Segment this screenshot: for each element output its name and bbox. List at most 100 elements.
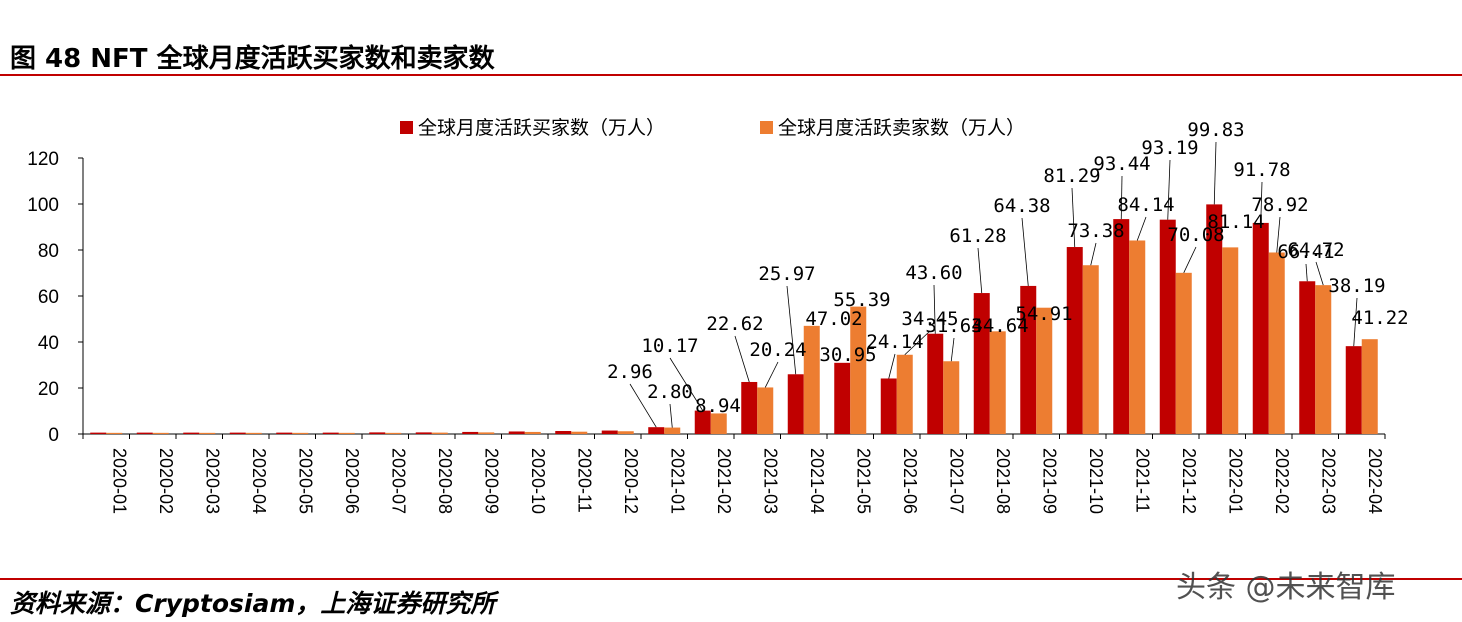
sellers-bar [106,432,123,434]
sellers-bar [1036,307,1053,434]
y-tick-label: 80 [38,241,59,262]
buyers-bar [322,432,339,434]
buyers-data-label: 64.38 [993,195,1050,217]
buyers-data-label: 24.14 [866,331,923,353]
x-tick-label: 2021-04 [807,448,827,514]
buyers-data-label: 43.60 [905,262,962,284]
buyers-data-label-leader [734,335,750,383]
sellers-data-label: 84.14 [1117,194,1174,216]
buyers-bar [1066,247,1083,434]
sellers-data-label: 47.02 [805,308,862,330]
buyers-data-label-leader [1305,263,1308,282]
buyers-data-label-leader [1120,175,1123,220]
sellers-data-label: 8.94 [695,395,741,417]
buyers-data-label: 30.95 [819,344,876,366]
buyers-bar [462,431,479,434]
x-tick-label: 2020-11 [574,448,594,513]
buyers-bar [927,333,944,434]
sellers-bar [1315,285,1332,434]
x-tick-label: 2020-04 [249,448,269,514]
buyers-bar [880,378,897,434]
buyers-bar [787,374,804,434]
legend-label-sellers: 全球月度活跃卖家数（万人） [778,117,1025,139]
buyers-data-label: 93.44 [1093,153,1150,175]
bottom-rule [0,578,1462,580]
buyers-data-label: 25.97 [758,263,815,285]
x-tick-label: 2022-03 [1318,448,1338,514]
sellers-bar [896,354,913,434]
watermark: 头条 @未来智库 [1176,570,1396,605]
sellers-data-label-leader [1276,216,1281,253]
sellers-bar [199,432,216,434]
x-tick-label: 2022-02 [1272,448,1292,514]
sellers-data-label-leader [1090,242,1097,266]
buyers-bar [1159,219,1176,434]
x-tick-label: 2021-02 [714,448,734,514]
buyers-data-label: 66.41 [1277,241,1334,263]
buyers-data-label-leader [1167,159,1171,220]
sellers-bar [757,387,774,434]
sellers-data-label: 54.91 [1015,303,1072,325]
sellers-bar [571,431,588,434]
legend-swatch-buyers [400,121,413,134]
sellers-bar [292,432,309,434]
y-tick-label: 100 [27,195,59,216]
sellers-data-label-leader [1183,246,1197,273]
x-tick-label: 2021-09 [1039,448,1059,514]
sellers-bar [385,432,402,434]
sellers-bar [152,432,169,434]
x-tick-label: 2021-10 [1086,448,1106,514]
x-tick-label: 2021-05 [853,448,873,514]
buyers-data-label-leader [1213,141,1217,205]
buyers-bar [1206,204,1223,434]
sellers-data-label: 81.14 [1207,211,1264,233]
buyers-bar [834,362,851,434]
buyers-data-label: 10.17 [641,335,698,357]
buyers-data-label-leader [1071,187,1076,248]
sellers-data-label-leader [764,361,779,388]
x-tick-label: 2020-10 [528,448,548,514]
buyers-bar [973,293,990,434]
buyers-data-label: 22.62 [706,313,763,335]
x-tick-label: 2020-05 [295,448,315,514]
buyers-bar [508,431,525,434]
buyers-bar [601,430,618,434]
sellers-bar [1268,252,1285,434]
sellers-bar [1175,272,1192,434]
buyers-bar [369,432,386,434]
sellers-bar [850,306,867,434]
y-tick-label: 40 [38,333,59,354]
buyers-bar [1113,219,1130,434]
buyers-bar [276,432,293,434]
buyers-bar [90,432,107,434]
buyers-data-label-leader [933,284,936,334]
buyers-data-label-leader [786,285,797,375]
sellers-data-label: 2.80 [647,381,693,403]
sellers-data-label: 70.08 [1167,224,1224,246]
buyers-data-label: 91.78 [1233,159,1290,181]
buyers-data-label: 99.83 [1187,119,1244,141]
source-note: 资料来源：Cryptosiam，上海证券研究所 [10,589,496,618]
x-tick-label: 2021-06 [900,448,920,514]
buyers-bar [1299,281,1316,434]
buyers-data-label-leader [629,383,657,428]
sellers-bar [1222,247,1239,434]
figure-title: 图 48 NFT 全球月度活跃买家数和卖家数 [10,44,495,74]
legend-swatch-sellers [760,121,773,134]
buyers-bar [1345,346,1362,434]
legend-label-buyers: 全球月度活跃买家数（万人） [418,117,665,139]
buyers-data-label-leader [1260,181,1263,223]
y-tick-label: 60 [38,287,59,308]
x-tick-label: 2020-01 [109,448,129,514]
buyers-bar [183,432,200,434]
sellers-data-label: 78.92 [1251,194,1308,216]
sellers-bar [1082,265,1099,434]
buyers-data-label: 38.19 [1328,275,1385,297]
buyers-bar [415,432,432,434]
x-tick-label: 2020-06 [342,448,362,514]
x-tick-label: 2021-11 [1132,448,1152,513]
x-tick-label: 2020-02 [156,448,176,514]
sellers-bar [617,431,634,434]
x-tick-label: 2020-07 [388,448,408,514]
sellers-bar [1129,240,1146,434]
